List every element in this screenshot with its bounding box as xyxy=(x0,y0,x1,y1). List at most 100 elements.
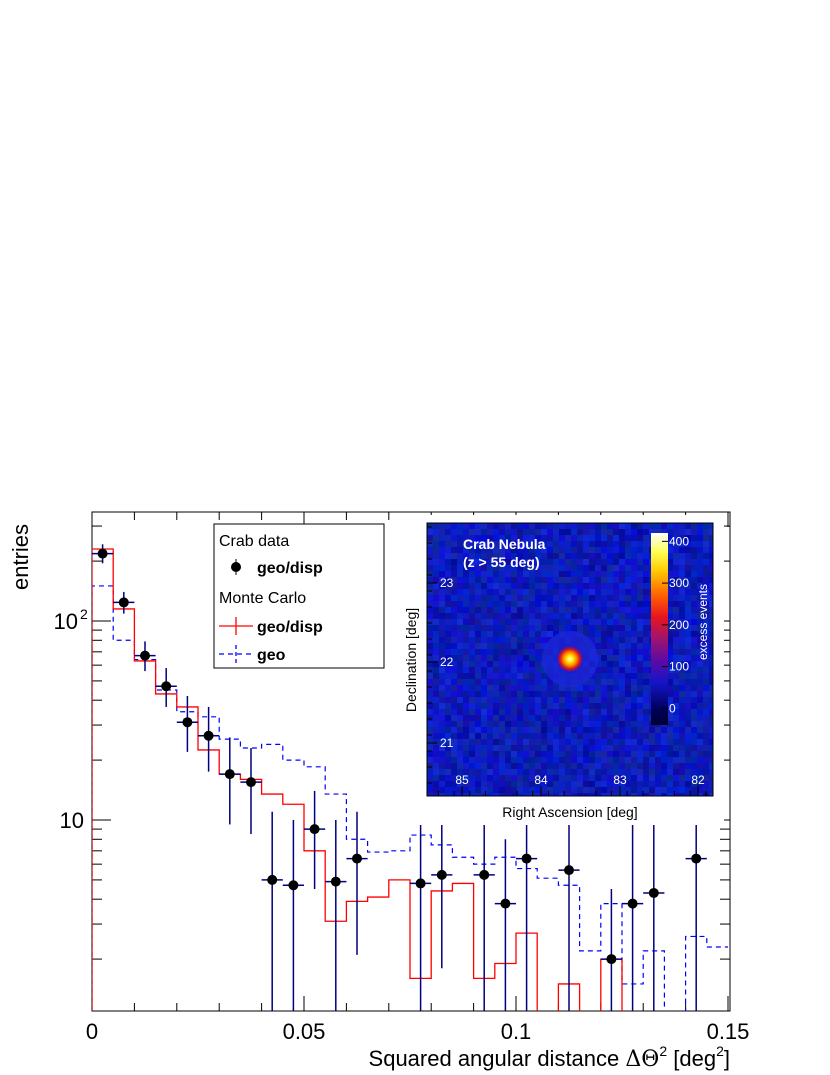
heatmap-cell xyxy=(445,613,451,619)
heatmap-cell xyxy=(547,739,553,745)
heatmap-cell xyxy=(577,685,583,691)
heatmap-cell xyxy=(673,781,679,787)
heatmap-cell xyxy=(475,577,481,583)
heatmap-cell xyxy=(673,679,679,685)
heatmap-cell xyxy=(505,583,511,589)
heatmap-cell xyxy=(685,619,691,625)
heatmap-cell xyxy=(619,793,625,796)
heatmap-cell xyxy=(595,553,601,559)
heatmap-cell xyxy=(457,613,463,619)
heatmap-cell xyxy=(709,571,713,577)
heatmap-cell xyxy=(493,661,499,667)
heatmap-cell xyxy=(649,751,655,757)
heatmap-cell xyxy=(631,607,637,613)
heatmap-cell xyxy=(475,757,481,763)
heatmap-cell xyxy=(631,787,637,793)
heatmap-cell xyxy=(457,535,463,541)
heatmap-cell xyxy=(451,559,457,565)
heatmap-cell xyxy=(577,577,583,583)
heatmap-cell xyxy=(493,547,499,553)
heatmap-cell xyxy=(505,619,511,625)
heatmap-cell xyxy=(541,715,547,721)
heatmap-cell xyxy=(601,703,607,709)
heatmap-cell xyxy=(529,751,535,757)
heatmap-cell xyxy=(613,757,619,763)
heatmap-cell xyxy=(559,793,565,796)
heatmap-cell xyxy=(553,523,559,529)
heatmap-cell xyxy=(709,625,713,631)
heatmap-cell xyxy=(487,757,493,763)
heatmap-cell xyxy=(559,709,565,715)
heatmap-cell xyxy=(565,625,571,631)
heatmap-cell xyxy=(655,775,661,781)
heatmap-cell xyxy=(463,715,469,721)
heatmap-cell xyxy=(703,631,709,637)
heatmap-cell xyxy=(535,625,541,631)
heatmap-cell xyxy=(481,565,487,571)
heatmap-cell xyxy=(607,535,613,541)
heatmap-cell xyxy=(535,589,541,595)
heatmap-cell xyxy=(499,721,505,727)
x-tick-label: 0.1 xyxy=(501,1019,532,1044)
heatmap-cell xyxy=(697,589,703,595)
heatmap-cell xyxy=(589,625,595,631)
data-point xyxy=(118,597,129,608)
heatmap-cell xyxy=(619,583,625,589)
heatmap-cell xyxy=(457,541,463,547)
heatmap-cell xyxy=(661,769,667,775)
heatmap-cell xyxy=(445,787,451,793)
heatmap-cell xyxy=(535,643,541,649)
heatmap-cell xyxy=(505,703,511,709)
heatmap-cell xyxy=(667,625,673,631)
heatmap-cell xyxy=(457,679,463,685)
heatmap-cell xyxy=(697,793,703,796)
heatmap-cell xyxy=(643,631,649,637)
heatmap-cell xyxy=(667,697,673,703)
heatmap-cell xyxy=(445,571,451,577)
heatmap-cell xyxy=(619,553,625,559)
heatmap-cell xyxy=(451,547,457,553)
heatmap-cell xyxy=(583,781,589,787)
heatmap-cell xyxy=(511,571,517,577)
heatmap-cell xyxy=(637,523,643,529)
heatmap-cell xyxy=(523,625,529,631)
heatmap-cell xyxy=(535,721,541,727)
heatmap-cell xyxy=(457,547,463,553)
heatmap-cell xyxy=(673,745,679,751)
heatmap-cell xyxy=(433,649,439,655)
heatmap-cell xyxy=(475,553,481,559)
heatmap-cell xyxy=(709,709,713,715)
heatmap-cell xyxy=(553,715,559,721)
heatmap-cell xyxy=(643,745,649,751)
heatmap-cell xyxy=(643,769,649,775)
heatmap-cell xyxy=(697,685,703,691)
data-point xyxy=(691,853,702,864)
heatmap-cell xyxy=(499,703,505,709)
heatmap-cell xyxy=(499,709,505,715)
heatmap-cell xyxy=(649,733,655,739)
heatmap-cell xyxy=(679,631,685,637)
heatmap-cell xyxy=(697,643,703,649)
heatmap-cell xyxy=(469,523,475,529)
heatmap-cell xyxy=(643,673,649,679)
heatmap-cell xyxy=(565,589,571,595)
heatmap-cell xyxy=(703,721,709,727)
heatmap-cell xyxy=(601,697,607,703)
heatmap-cell xyxy=(475,787,481,793)
heatmap-cell xyxy=(577,595,583,601)
heatmap-cell xyxy=(541,529,547,535)
heatmap-cell xyxy=(523,667,529,673)
heatmap-cell xyxy=(523,709,529,715)
heatmap-cell xyxy=(469,733,475,739)
heatmap-cell xyxy=(703,709,709,715)
heatmap-cell xyxy=(475,529,481,535)
heatmap-cell xyxy=(487,649,493,655)
heatmap-cell xyxy=(439,625,445,631)
heatmap-cell xyxy=(517,739,523,745)
data-point xyxy=(521,853,532,864)
heatmap-cell xyxy=(613,751,619,757)
heatmap-cell xyxy=(589,631,595,637)
heatmap-cell xyxy=(493,553,499,559)
heatmap-cell xyxy=(457,769,463,775)
heatmap-cell xyxy=(691,607,697,613)
